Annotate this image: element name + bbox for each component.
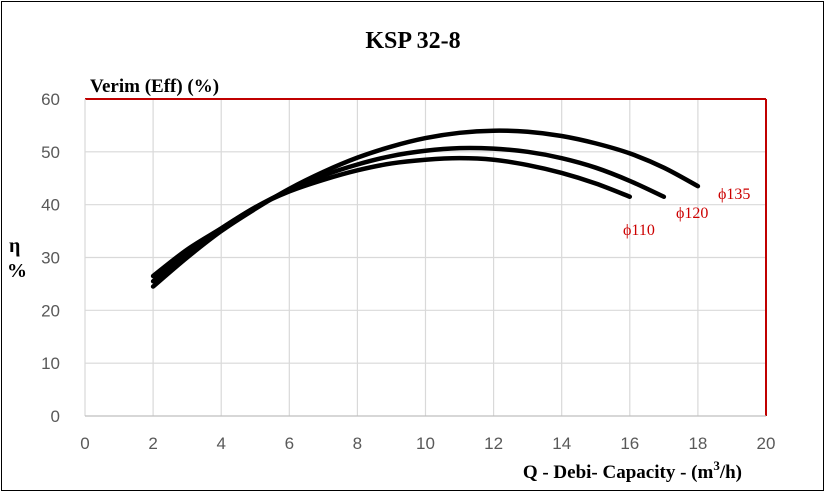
y-tick-label: 10 xyxy=(41,354,60,373)
y-tick-label: 60 xyxy=(41,90,60,109)
x-tick-label: 16 xyxy=(620,434,639,453)
x-tick-label: 4 xyxy=(216,434,225,453)
y-tick-label: 20 xyxy=(41,301,60,320)
x-tick-label: 2 xyxy=(148,434,157,453)
x-tick-label: 18 xyxy=(688,434,707,453)
x-axis-title-sup: 3 xyxy=(713,458,720,473)
x-tick-label: 0 xyxy=(80,434,89,453)
curve-labels: ϕ110 ϕ120 ϕ135 xyxy=(623,186,750,239)
y-tick-label: 50 xyxy=(41,143,60,162)
grid-lines xyxy=(85,99,766,416)
x-axis-title: Q - Debi- Capacity - (m3/h) xyxy=(523,458,742,483)
series-line-3 xyxy=(150,128,701,289)
y-axis-unit: % xyxy=(7,260,27,282)
series-line-2 xyxy=(150,145,667,284)
chart-title: KSP 32-8 xyxy=(365,28,460,54)
y-axis-title: Verim (Eff) (%) xyxy=(90,76,219,97)
series-group xyxy=(150,128,701,289)
curve-label-2: ϕ120 xyxy=(676,205,708,222)
x-tick-label: 10 xyxy=(416,434,435,453)
y-axis-symbol: η xyxy=(9,235,20,257)
y-tick-label: 40 xyxy=(41,196,60,215)
x-tick-label: 6 xyxy=(285,434,294,453)
x-tick-label: 12 xyxy=(484,434,503,453)
series-line-1 xyxy=(150,155,633,279)
x-tick-label: 14 xyxy=(552,434,571,453)
y-tick-label: 0 xyxy=(51,407,60,426)
tick-labels: 0 2 4 6 8 10 12 14 16 18 20 0 10 20 30 40 50 60 xyxy=(41,90,775,453)
x-axis-title-end: /h) xyxy=(719,462,742,483)
x-axis-title-main: Q - Debi- Capacity - (m xyxy=(523,462,714,483)
y-tick-label: 30 xyxy=(41,249,60,268)
plot-frame xyxy=(84,98,767,417)
curve-label-1: ϕ110 xyxy=(623,222,655,239)
curve-label-3: ϕ135 xyxy=(718,186,750,203)
x-tick-label: 20 xyxy=(757,434,776,453)
x-tick-label: 8 xyxy=(353,434,362,453)
